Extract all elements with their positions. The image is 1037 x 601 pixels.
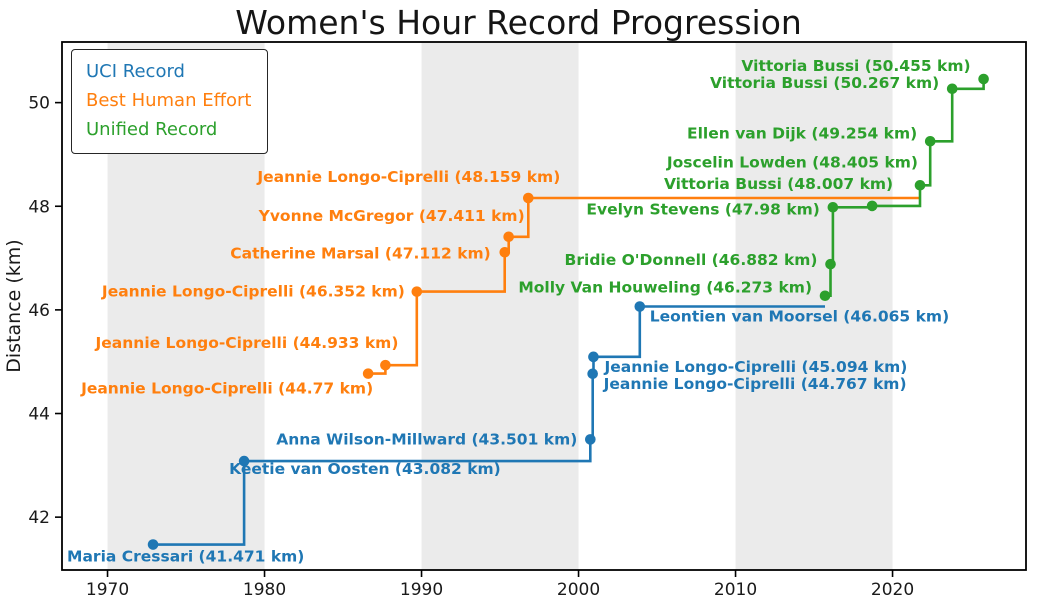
data-point — [946, 83, 958, 95]
y-tick-label: 42 — [28, 508, 50, 528]
y-axis-label: Distance (km) — [3, 239, 25, 372]
y-tick-label: 50 — [28, 94, 50, 114]
data-point — [380, 359, 391, 371]
data-point-label: Jeannie Longo-Ciprelli (46.352 km) — [101, 283, 405, 301]
data-point — [522, 192, 534, 204]
data-point-label: Ellen van Dijk (49.254 km) — [687, 124, 917, 142]
data-point — [499, 246, 511, 258]
data-point — [503, 231, 514, 243]
x-tick-label: 1990 — [400, 580, 443, 600]
data-point-label: Catherine Marsal (47.112 km) — [230, 244, 490, 262]
x-tick-label: 2020 — [871, 580, 914, 600]
data-point-label: Jeannie Longo-Ciprelli (44.933 km) — [95, 334, 399, 352]
plot-border — [61, 41, 1027, 571]
data-point — [238, 455, 250, 467]
x-tick-label: 2010 — [714, 580, 757, 600]
data-point-label: Yvonne McGregor (47.411 km) — [258, 207, 525, 225]
legend-item-unified-record: Unified Record — [86, 119, 218, 140]
data-point — [825, 258, 836, 270]
data-point-label: Jeannie Longo-Ciprelli (44.77 km) — [80, 380, 373, 398]
data-point-label: Vittoria Bussi (50.455 km) — [741, 57, 970, 75]
y-tick-label: 46 — [28, 301, 50, 321]
data-point-label: Vittoria Bussi (48.007 km) — [664, 175, 893, 193]
data-point-label: Keetie van Oosten (43.082 km) — [229, 460, 501, 478]
data-point-label: Anna Wilson-Millward (43.501 km) — [276, 430, 577, 448]
data-point — [866, 200, 878, 212]
data-point — [588, 351, 599, 363]
x-tick-label: 1980 — [243, 580, 286, 600]
data-point — [634, 301, 646, 312]
data-point — [819, 290, 831, 302]
data-point — [978, 73, 989, 85]
data-point — [147, 539, 159, 550]
x-tick-label: 2000 — [557, 580, 600, 600]
data-point-label: Bridie O'Donnell (46.882 km) — [565, 251, 818, 269]
data-point — [924, 135, 936, 147]
data-point — [362, 368, 374, 379]
data-point — [827, 201, 839, 213]
data-point — [411, 286, 423, 297]
legend-item-uci-record: UCI Record — [86, 61, 185, 82]
series-line — [153, 305, 825, 546]
y-tick-label: 48 — [28, 197, 50, 217]
y-tick-label: 44 — [28, 405, 50, 425]
data-point — [587, 368, 598, 380]
data-point — [585, 434, 596, 445]
data-point-label: Molly Van Houweling (46.273 km) — [518, 279, 812, 297]
legend: UCI Record Best Human Effort Unified Rec… — [71, 49, 269, 154]
data-point-label: Jeannie Longo-Ciprelli (48.159 km) — [256, 168, 560, 186]
data-point-label: Leontien van Moorsel (46.065 km) — [650, 308, 949, 326]
data-point-label: Jeannie Longo-Ciprelli (44.767 km) — [603, 375, 907, 393]
data-point-label: Evelyn Stevens (47.98 km) — [586, 200, 819, 218]
decade-band — [421, 42, 579, 570]
data-point — [914, 179, 926, 191]
data-point-label: Joscelin Lowden (48.405 km) — [666, 153, 918, 171]
chart-title: Women's Hour Record Progression — [235, 3, 802, 42]
x-tick-label: 1970 — [86, 580, 129, 600]
data-point-label: Vittoria Bussi (50.267 km) — [710, 74, 939, 92]
data-point-label: Maria Cressari (41.471 km) — [67, 548, 304, 566]
legend-item-best-human-effort: Best Human Effort — [86, 90, 252, 111]
data-point-label: Jeannie Longo-Ciprelli (45.094 km) — [603, 358, 907, 376]
